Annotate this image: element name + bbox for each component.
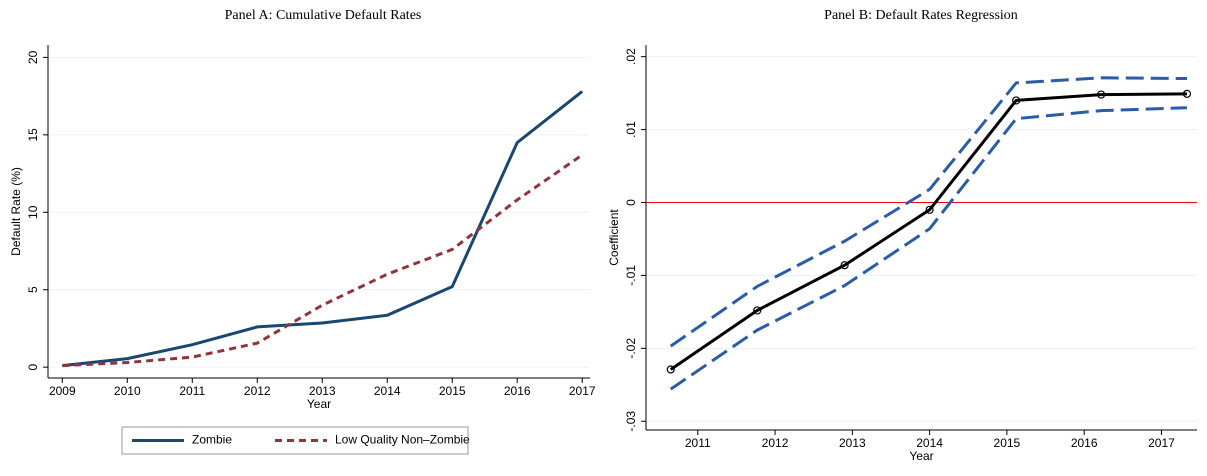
x-tick-label: 2012: [762, 436, 789, 450]
x-tick-label: 2017: [1148, 436, 1175, 450]
y-tick-label: 10: [26, 205, 40, 219]
series-line: [669, 92, 1187, 371]
x-tick-label: 2014: [916, 436, 943, 450]
point: [840, 261, 849, 270]
point: [1012, 96, 1021, 105]
y-axis-label: Default Rate (%): [9, 167, 23, 256]
point: [666, 365, 675, 374]
chart-title: Panel A: Cumulative Default Rates: [225, 8, 422, 23]
y-tick-label: -.03: [624, 411, 638, 432]
x-tick-label: 2012: [244, 384, 271, 398]
series-line: [62, 90, 584, 368]
x-axis-label: Year: [909, 449, 933, 463]
x-tick-label: 2011: [179, 384, 205, 398]
chart-title: Panel B: Default Rates Regression: [824, 8, 1018, 23]
x-tick-label: 2017: [569, 384, 596, 398]
y-tick-label: -.01: [624, 265, 638, 286]
y-tick-label: 15: [26, 128, 40, 142]
series-line: [669, 76, 1187, 348]
y-tick-label: 0: [624, 199, 638, 206]
x-tick-label: 2015: [994, 436, 1021, 450]
y-tick-label: 20: [26, 50, 40, 64]
series-line: [62, 153, 584, 368]
point: [1097, 90, 1106, 99]
legend-label: Low Quality Non–Zombie: [335, 433, 470, 447]
y-tick-label: 0: [26, 364, 40, 371]
x-tick-label: 2010: [114, 384, 141, 398]
x-tick-label: 2013: [309, 384, 336, 398]
x-tick-label: 2015: [439, 384, 466, 398]
y-tick-label: 5: [26, 286, 40, 293]
x-axis-label: Year: [307, 397, 331, 411]
x-tick-label: 2011: [685, 436, 711, 450]
x-tick-label: 2009: [49, 384, 76, 398]
x-tick-label: 2016: [504, 384, 531, 398]
x-tick-label: 2014: [374, 384, 401, 398]
series-line: [669, 106, 1188, 391]
point: [1182, 89, 1192, 98]
y-axis-label: Coefficient: [607, 209, 621, 266]
y-tick-label: -.02: [624, 338, 638, 359]
y-tick-label: .02: [624, 48, 638, 65]
legend-label: Zombie: [192, 433, 232, 447]
x-tick-label: 2016: [1071, 436, 1098, 450]
x-tick-label: 2013: [839, 436, 866, 450]
point: [753, 306, 762, 315]
y-tick-label: .01: [624, 121, 638, 138]
point: [925, 205, 934, 214]
